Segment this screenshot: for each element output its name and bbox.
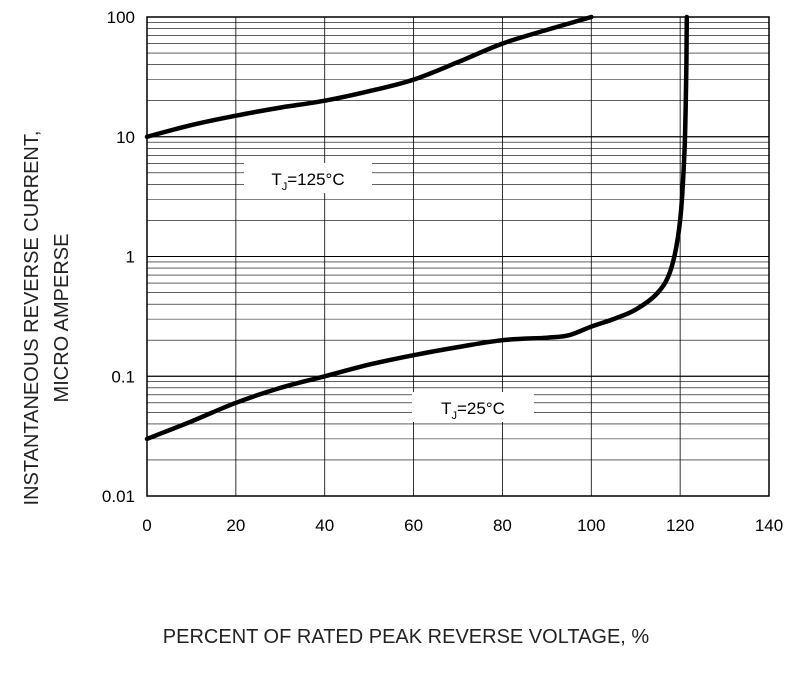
x-tick-label: 40 [315, 516, 334, 535]
y-axis-label-line1: INSTANTANEOUS REVERSE CURRENT, [21, 131, 43, 506]
y-axis-label-line2: MICRO AMPERSE [51, 234, 73, 403]
curve-label-0: TJ=125°C [271, 170, 344, 193]
series-line-0 [144, 14, 594, 140]
y-tick-label: 10 [116, 128, 135, 147]
x-tick-label: 0 [142, 516, 151, 535]
y-tick-label: 1 [126, 248, 135, 267]
x-axis-label: PERCENT OF RATED PEAK REVERSE VOLTAGE, % [163, 626, 650, 648]
curve-label-bg-1 [412, 392, 534, 422]
x-tick-label: 80 [493, 516, 512, 535]
curve-label-bg-0 [244, 163, 372, 193]
x-tick-label: 100 [577, 516, 605, 535]
curves [144, 14, 690, 442]
y-axis-ticks: 0.01 0.1 1 10 100 [102, 8, 135, 506]
plot-frame [146, 16, 770, 497]
y-tick-label: 100 [107, 8, 135, 27]
curve-label-1: TJ=25°C [441, 399, 505, 422]
series-line-1 [144, 14, 690, 442]
y-tick-label: 0.1 [111, 367, 135, 386]
curve-labels: TJ=125°C TJ=25°C [244, 163, 534, 422]
x-tick-label: 140 [755, 516, 783, 535]
x-tick-label: 60 [404, 516, 423, 535]
x-tick-label: 120 [666, 516, 694, 535]
x-axis-ticks: 0 20 40 60 80 100 120 140 [142, 516, 783, 535]
x-tick-label: 20 [226, 516, 245, 535]
y-tick-label: 0.01 [102, 487, 135, 506]
